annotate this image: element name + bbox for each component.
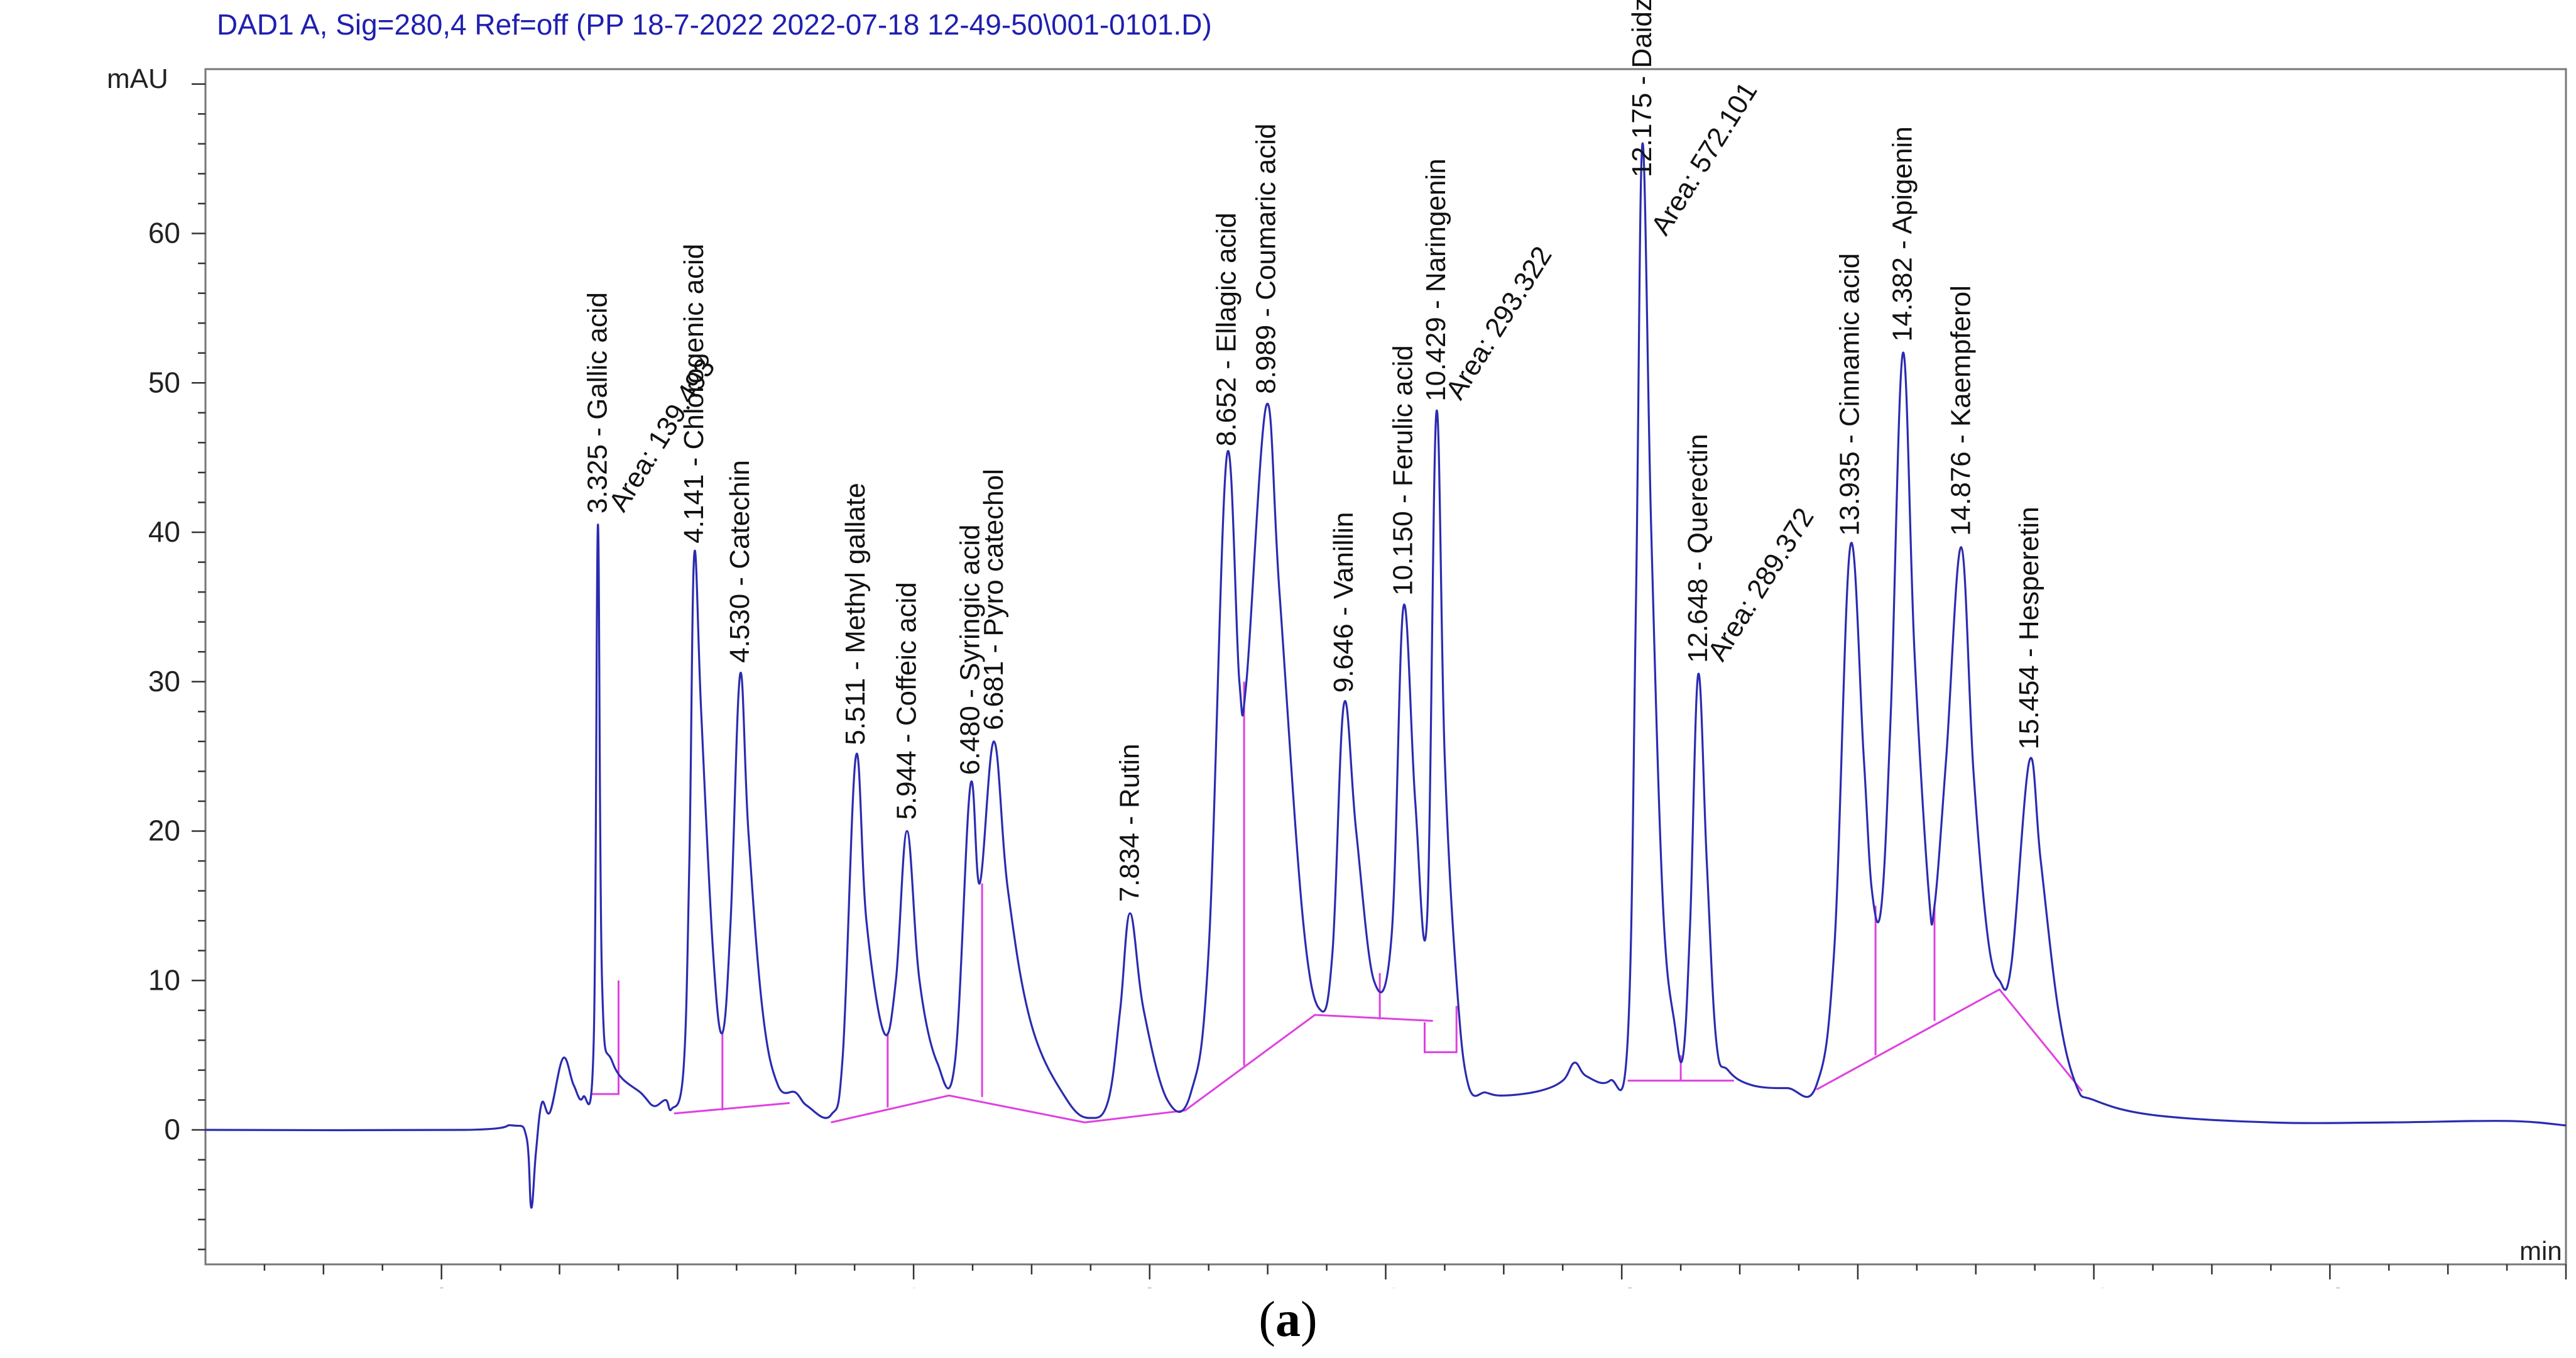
y-axis-label: mAU [107, 63, 168, 94]
baseline-segment [1816, 988, 2083, 1092]
peak-label: 5.944 - Coffeic acid [892, 582, 922, 819]
baseline-segment [674, 1102, 790, 1115]
peak-label: 3.325 - Gallic acid [582, 292, 613, 513]
x-tick-label: 6 [905, 1282, 922, 1288]
x-tick-label: 14 [1842, 1282, 1874, 1288]
peak-label: Area: 289.372 [1702, 503, 1820, 666]
plot-frame [204, 68, 2567, 1266]
peak-label: 9.646 - Vanillin [1328, 512, 1359, 693]
baseline-segment [1424, 1005, 1458, 1053]
peak-label: 14.382 - Apigenin [1887, 126, 1918, 342]
peak-label: 14.876 - Kaempferol [1946, 285, 1977, 536]
x-tick-label: 2 [434, 1282, 450, 1288]
x-tick-label: 4 [670, 1282, 686, 1288]
y-tick-label: 60 [148, 217, 180, 249]
x-tick-label: 16 [2078, 1282, 2110, 1288]
peak-label: 4.141 - Chlorogenic acid [679, 244, 709, 544]
peak-label: 4.530 - Catechin [724, 460, 755, 663]
peak-label: 10.429 - Naringenin [1421, 158, 1451, 401]
peak-label: 7.834 - Rutin [1115, 743, 1145, 902]
x-tick-label: 12 [1606, 1282, 1638, 1288]
peak-label: 12.648 - Querectin [1683, 434, 1713, 662]
caption-letter: a [1275, 1292, 1301, 1347]
x-tick-label: 10 [1370, 1282, 1402, 1288]
x-axis-ticks: 2 4 6 8 10 12 14 16 18 [263, 1264, 2567, 1288]
peak-label: 6.681 - Pyro catechol [978, 469, 1009, 730]
peak-label: 10.150 - Ferulic acid [1388, 345, 1419, 596]
peak-label: 6.480 - Syringic acid [954, 525, 985, 775]
baseline-segment [831, 1014, 1433, 1124]
peak-label: 13.935 - Cinnamic acid [1835, 253, 1865, 536]
peak-label: 15.454 - Hesperetin [2014, 507, 2044, 749]
integration-baselines [591, 681, 2083, 1124]
x-axis-label: min [2519, 1236, 2562, 1266]
y-tick-label: 50 [148, 366, 180, 398]
y-tick-label: 30 [148, 665, 180, 698]
peak-label: Area: 293.322 [1440, 241, 1558, 405]
peak-label: 8.989 - Coumaric acid [1251, 123, 1282, 393]
peak-label: 12.175 - Daidzein [1627, 0, 1657, 177]
chart-title: DAD1 A, Sig=280,4 Ref=off (PP 18-7-2022 … [217, 8, 1212, 41]
chromatogram-trace [205, 142, 2567, 1209]
peak-label: Area: 572.101 [1645, 77, 1764, 240]
figure-caption: (a) [1258, 1292, 1318, 1347]
chromatogram-chart: DAD1 A, Sig=280,4 Ref=off (PP 18-7-2022 … [107, 0, 2567, 1288]
x-tick-label: 8 [1142, 1282, 1158, 1288]
y-tick-label: 10 [148, 963, 180, 996]
baseline-segment [591, 980, 619, 1095]
y-axis-ticks: 0 10 20 30 40 50 60 [148, 83, 205, 1251]
peak-label: 8.652 - Ellagic acid [1211, 212, 1242, 446]
y-tick-label: 20 [148, 814, 180, 847]
y-tick-label: 40 [148, 515, 180, 548]
peak-label: 5.511 - Methyl gallate [840, 483, 871, 745]
x-tick-label: 18 [2314, 1282, 2346, 1288]
y-tick-label: 0 [164, 1113, 180, 1146]
